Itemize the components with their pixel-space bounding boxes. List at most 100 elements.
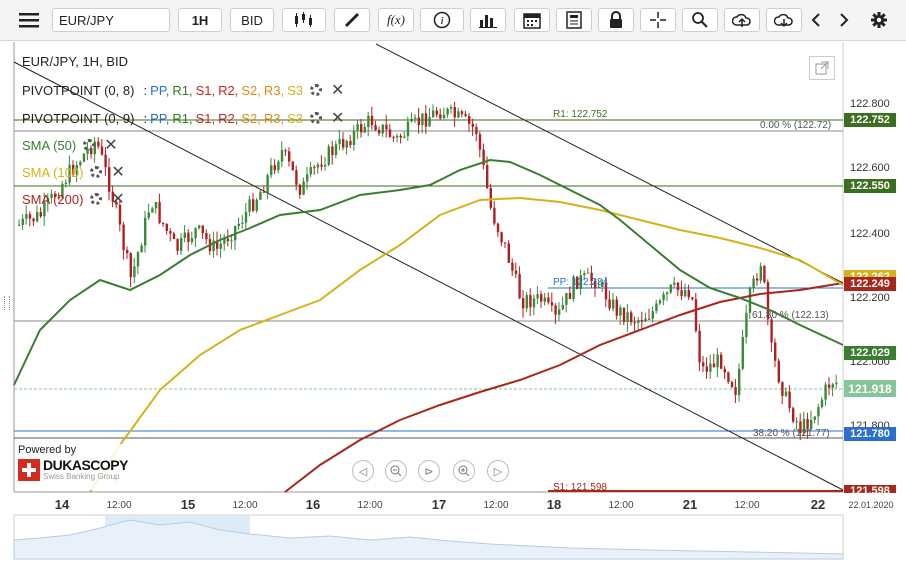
scroll-left-button[interactable] <box>806 8 826 32</box>
fib0-annotation: 0.00 % (122.72) <box>760 120 831 131</box>
pivot-1-close-icon[interactable]: ✕ <box>331 82 345 99</box>
channel-upper <box>375 43 844 284</box>
candle-body <box>705 366 708 372</box>
candle-body <box>388 129 392 138</box>
candlesticks <box>18 101 838 441</box>
time-tick: 18 <box>546 497 562 512</box>
sma200-close-icon[interactable]: ✕ <box>111 191 125 208</box>
pivot-1-r3: R3, <box>263 82 285 98</box>
chart-type-button[interactable] <box>282 8 326 32</box>
draw-button[interactable] <box>334 8 370 32</box>
fib382-annotation: 38.20 % (121.77) <box>753 428 830 439</box>
candle-body <box>770 319 773 343</box>
candle-body <box>147 212 150 218</box>
candle-body <box>777 360 780 383</box>
sma100-settings-icon[interactable] <box>90 166 103 178</box>
candle-body <box>219 243 222 249</box>
time-tick: 21 <box>682 497 698 512</box>
candle-body <box>554 305 557 315</box>
candle-body <box>334 144 338 156</box>
candle-body <box>421 113 424 125</box>
sma100-legend[interactable]: SMA (100) ✕ <box>22 162 125 182</box>
candle-body <box>248 199 251 212</box>
period-selector[interactable]: 1H <box>178 8 222 32</box>
candle-body <box>756 278 759 281</box>
candle-body <box>781 382 784 396</box>
download-button[interactable] <box>766 8 802 32</box>
pivot-2-name: PIVOTPOINT (0, 9) <box>22 110 135 126</box>
popout-button[interactable] <box>809 56 835 80</box>
candle-body <box>795 421 798 423</box>
candle-body <box>144 217 147 246</box>
candle-body <box>723 368 726 373</box>
candle-body <box>306 174 309 182</box>
menu-button[interactable] <box>14 8 44 32</box>
sma50-name: SMA (50) <box>22 137 77 153</box>
sma200-legend[interactable]: SMA (200) ✕ <box>22 189 125 209</box>
candle-body <box>28 214 32 219</box>
candle-body <box>108 167 111 192</box>
news-button[interactable] <box>556 8 592 32</box>
pivot-2-sep: : <box>143 110 148 126</box>
navigator-line <box>13 519 844 560</box>
chart-resize-handle[interactable] <box>4 296 10 310</box>
candle-body <box>482 149 485 166</box>
pivot-legend-1[interactable]: PIVOTPOINT (0, 8) : PP, R1, S1, R2, S2, … <box>22 80 344 100</box>
instrument-selector[interactable]: EUR/JPY <box>52 8 170 32</box>
sma100-close-icon[interactable]: ✕ <box>111 164 125 181</box>
candle-body <box>363 127 366 133</box>
pivot-1-s1: S1, <box>195 82 216 98</box>
sma50-close-icon[interactable]: ✕ <box>104 137 118 154</box>
candle-body <box>558 309 561 315</box>
calendar-button[interactable] <box>514 8 550 32</box>
candle-body <box>453 107 456 118</box>
indicators-button[interactable]: f(x) <box>378 8 414 32</box>
candle-body <box>266 175 269 193</box>
price-box-sma200: 122.249 <box>844 277 896 291</box>
time-tick: 22 <box>810 497 826 512</box>
sma50-settings-icon[interactable] <box>83 139 96 151</box>
side-selector[interactable]: BID <box>230 8 274 32</box>
pivot-legend-2[interactable]: PIVOTPOINT (0, 9) : PP, R1, S1, R2, S2, … <box>22 108 344 128</box>
candle-body <box>316 164 320 168</box>
candle-body <box>255 199 258 211</box>
zoom-button[interactable] <box>682 8 718 32</box>
candles-icon <box>295 12 312 27</box>
candle-body <box>338 139 341 145</box>
gear-icon <box>871 12 887 28</box>
candle-body <box>97 141 100 147</box>
time-tick: 14 <box>54 497 70 512</box>
candle-body <box>759 266 762 281</box>
upload-button[interactable] <box>724 8 760 32</box>
scroll-right-button[interactable] <box>834 8 854 32</box>
candle-body <box>716 354 719 368</box>
candle-body <box>752 278 755 289</box>
sma200-settings-icon[interactable] <box>90 193 103 205</box>
pencil-icon <box>344 12 360 28</box>
pivot-2-close-icon[interactable]: ✕ <box>331 110 345 127</box>
candle-body <box>122 224 125 251</box>
pivot-2-s1: S1, <box>195 110 216 126</box>
zoom-in-button[interactable] <box>453 460 475 482</box>
nav-fit-button[interactable]: ⊳ <box>418 460 440 482</box>
info-button[interactable]: i <box>420 8 464 32</box>
candle-body <box>104 154 107 168</box>
candle-body <box>406 121 410 137</box>
candle-body <box>720 354 723 369</box>
volume-button[interactable] <box>470 8 506 32</box>
time-tick-date: 22.01.2020 <box>848 500 894 510</box>
pivot-2-settings-icon[interactable] <box>310 112 322 124</box>
lock-button[interactable] <box>598 8 634 32</box>
candle-body <box>640 320 644 322</box>
settings-button[interactable] <box>866 8 892 32</box>
candle-body <box>21 218 24 225</box>
candle-body <box>507 243 510 263</box>
nav-prev-button[interactable]: ◁ <box>352 460 374 482</box>
sma50-legend[interactable]: SMA (50) ✕ <box>22 135 118 155</box>
nav-next-button[interactable]: ▷ <box>487 460 509 482</box>
pivot-1-settings-icon[interactable] <box>310 84 322 96</box>
candle-body <box>680 290 683 297</box>
zoom-out-button[interactable] <box>385 460 407 482</box>
crosshair-button[interactable] <box>640 8 676 32</box>
